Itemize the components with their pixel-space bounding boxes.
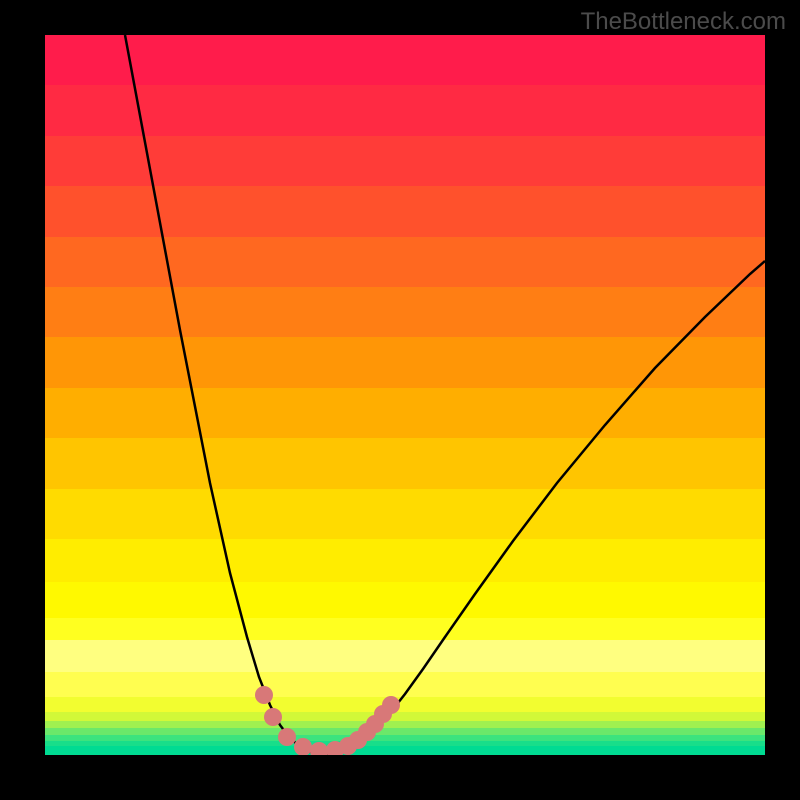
curve-marker-dot: [264, 708, 282, 726]
curve-left: [125, 35, 328, 755]
curve-marker-dot: [255, 686, 273, 704]
curve-marker-dot: [278, 728, 296, 746]
chart-plot-area: [45, 35, 765, 755]
bottleneck-curves-svg: [45, 35, 765, 755]
curve-marker-dot: [382, 696, 400, 714]
curve-right: [328, 261, 765, 755]
watermark-text: TheBottleneck.com: [581, 8, 786, 36]
